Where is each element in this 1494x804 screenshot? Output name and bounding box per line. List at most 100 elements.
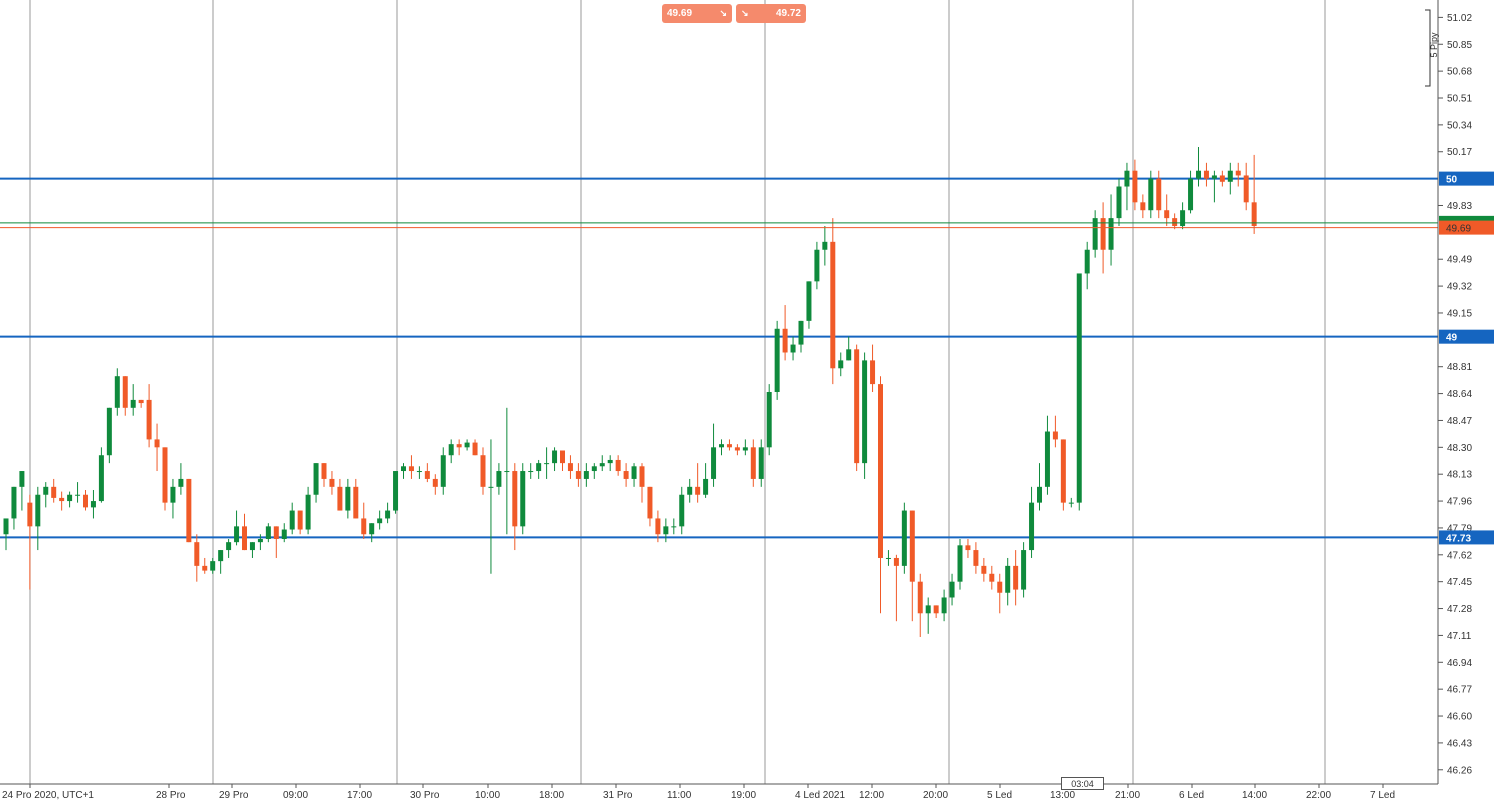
y-tick-label: 47.79: [1447, 523, 1472, 534]
candle-body: [814, 249, 820, 282]
y-tick-label: 49.83: [1447, 201, 1472, 212]
candle-body: [512, 471, 518, 527]
candle-body: [297, 510, 303, 530]
candle-body: [170, 486, 176, 503]
candle-body: [1172, 218, 1178, 227]
candle-body: [790, 344, 796, 353]
candle-body: [178, 478, 184, 487]
candle-body: [210, 561, 216, 571]
candle-body: [583, 471, 589, 479]
x-tick-label: 19:00: [731, 790, 756, 801]
candle-body: [1219, 175, 1225, 182]
x-tick-label: 10:00: [475, 790, 500, 801]
x-tick-label: 7 Led: [1370, 790, 1395, 801]
candle-body: [226, 542, 232, 551]
candle-body: [242, 526, 247, 551]
candle-body: [615, 459, 621, 472]
x-tick-label: 5 Led: [987, 790, 1012, 801]
ask-quote-button[interactable]: ↘ 49.72: [736, 4, 806, 23]
vertical-gridlines: [29, 0, 1326, 784]
candle-body: [901, 510, 907, 566]
price-lines: [0, 222, 1438, 229]
candle-body: [981, 565, 987, 574]
candle-body: [424, 471, 430, 479]
candle-body: [575, 471, 581, 479]
candle-body: [265, 526, 271, 539]
candle-body: [321, 463, 327, 479]
candle-body: [885, 557, 891, 559]
y-tick-label: 49.49: [1447, 255, 1472, 266]
candle-body: [19, 471, 25, 487]
candle-body: [35, 494, 41, 527]
candle-body: [345, 486, 351, 511]
candle-body: [1100, 218, 1106, 250]
x-tick-label: 14:00: [1242, 790, 1267, 801]
x-tick-label: 24 Pro 2020, UTC+1: [2, 790, 94, 801]
candle-body: [1092, 218, 1098, 250]
candle-body: [1148, 178, 1154, 211]
candle-body: [695, 486, 701, 495]
candle-body: [742, 447, 748, 451]
candle-body: [154, 439, 160, 448]
candle-body: [925, 605, 931, 614]
candle-body: [51, 486, 57, 498]
candle-body: [416, 471, 422, 473]
candle-body: [893, 557, 899, 566]
candle-body: [432, 478, 438, 487]
candle-body: [401, 466, 406, 472]
candle-body: [329, 478, 335, 487]
candle-body: [273, 526, 279, 539]
candle-body: [607, 459, 613, 464]
candle-body: [1076, 273, 1082, 503]
bid-quote-button[interactable]: 49.69 ↘: [662, 4, 732, 23]
x-tick-label: 21:00: [1115, 790, 1140, 801]
candle-body: [1052, 431, 1058, 440]
candle-body: [234, 526, 240, 543]
candle-body: [122, 376, 128, 408]
candle-body: [854, 349, 860, 464]
candle-body: [655, 518, 661, 535]
candle-body: [1196, 170, 1201, 179]
candle-body: [949, 581, 955, 598]
candle-body: [726, 444, 732, 448]
candle-body: [1068, 502, 1074, 504]
y-tick-label: 46.43: [1447, 738, 1472, 749]
x-tick-label: 17:00: [347, 790, 372, 801]
candle-body: [377, 518, 383, 524]
y-tick-label: 46.60: [1447, 712, 1472, 723]
candle-body: [639, 466, 645, 487]
candle-body: [965, 545, 971, 551]
candle-body: [973, 550, 979, 566]
y-tick-label: 50.51: [1447, 94, 1472, 105]
candles: [3, 147, 1257, 637]
candle-body: [838, 360, 844, 369]
candle-body: [711, 447, 717, 479]
x-tick-label: 30 Pro: [410, 790, 440, 801]
y-tick-label: 47.62: [1447, 550, 1472, 561]
candle-body: [98, 455, 104, 502]
candle-body: [1211, 175, 1217, 179]
level-tag-label: 49: [1446, 333, 1458, 344]
candle-body: [631, 466, 637, 479]
y-tick-label: 51.02: [1447, 13, 1472, 24]
candle-body: [480, 455, 486, 487]
candle-body: [647, 486, 653, 519]
candle-body: [369, 523, 375, 535]
candle-body: [766, 392, 772, 448]
candle-body: [1243, 175, 1249, 203]
y-tick-label: 49.15: [1447, 308, 1472, 319]
candle-body: [194, 542, 200, 566]
x-tick-label: 13:00: [1050, 790, 1075, 801]
candle-body: [146, 399, 152, 440]
x-tick-label: 28 Pro: [156, 790, 186, 801]
level-tag: [1439, 530, 1494, 545]
candle-body: [997, 581, 1003, 593]
bid-price: 49.69: [667, 8, 693, 19]
level-tags: 50 49 47.73 49.69: [1439, 171, 1494, 545]
candle-body: [544, 463, 550, 465]
candle-body: [830, 241, 836, 369]
candle-body: [520, 471, 526, 527]
candle-body: [289, 510, 295, 530]
candle-body: [862, 360, 868, 464]
